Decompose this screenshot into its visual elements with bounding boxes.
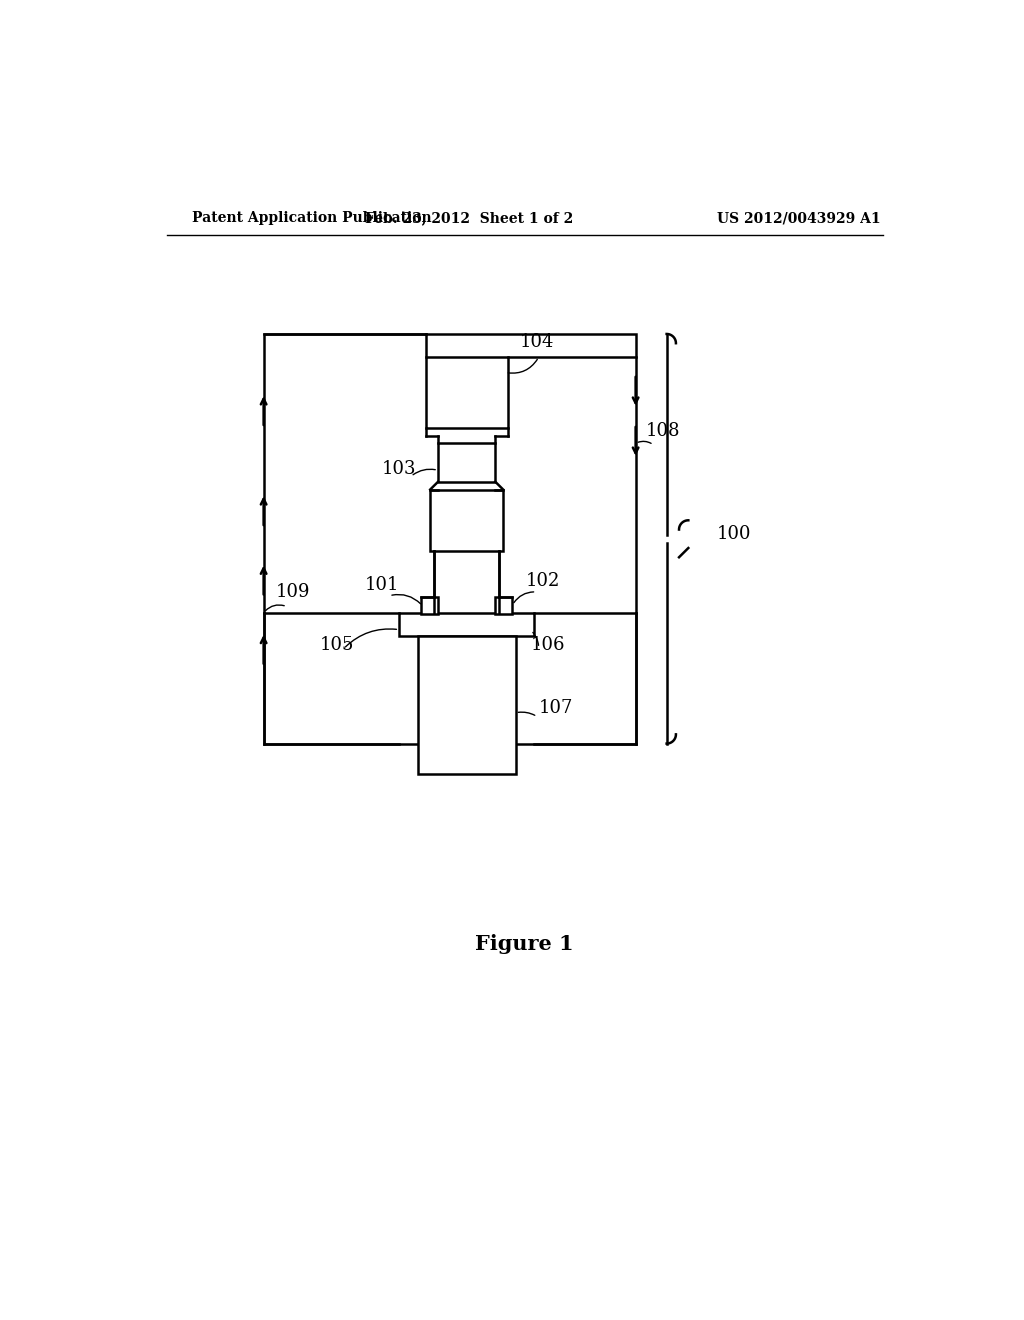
Text: 104: 104 — [519, 333, 554, 351]
Bar — [263, 334, 636, 743]
Text: Figure 1: Figure 1 — [475, 933, 574, 954]
Bar — [426, 358, 508, 428]
Bar — [421, 597, 438, 614]
Text: 100: 100 — [717, 525, 752, 543]
Text: 105: 105 — [321, 636, 354, 653]
Text: 101: 101 — [366, 576, 399, 594]
Bar — [418, 636, 515, 775]
Bar — [438, 444, 496, 482]
Text: 106: 106 — [531, 636, 565, 653]
Text: 103: 103 — [381, 461, 416, 478]
Text: US 2012/0043929 A1: US 2012/0043929 A1 — [717, 211, 881, 226]
Text: 107: 107 — [539, 698, 573, 717]
Text: 102: 102 — [525, 572, 560, 590]
Bar — [496, 597, 512, 614]
Text: 109: 109 — [275, 583, 309, 602]
Text: 108: 108 — [646, 421, 680, 440]
Bar — [430, 490, 503, 552]
Bar — [399, 612, 535, 636]
Text: Patent Application Publication: Patent Application Publication — [191, 211, 431, 226]
Text: Feb. 23, 2012  Sheet 1 of 2: Feb. 23, 2012 Sheet 1 of 2 — [365, 211, 573, 226]
